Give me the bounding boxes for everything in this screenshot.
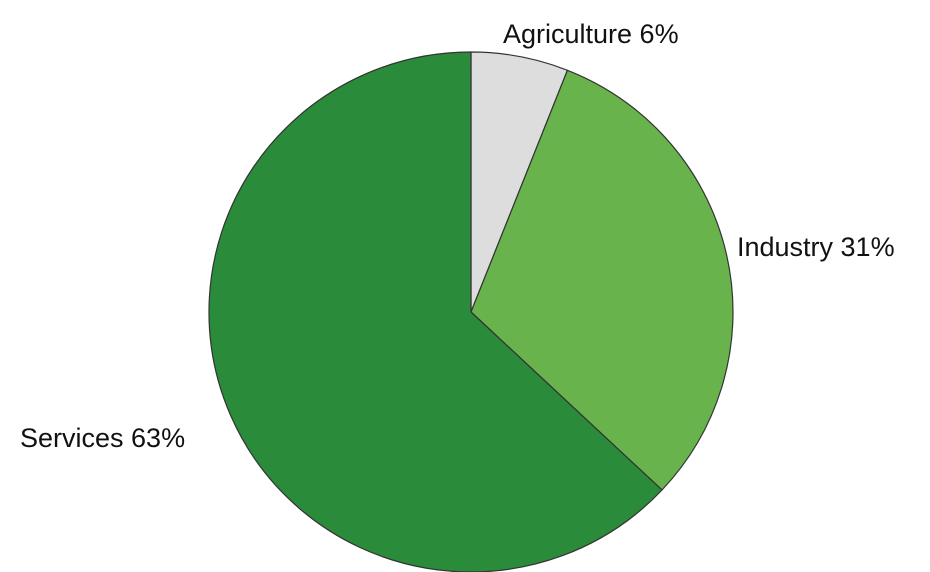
pie-slice-industry [470,69,734,491]
slice-label-industry: Industry 31% [737,232,895,262]
slice-label-services: Services 63% [20,423,185,453]
slice-label-agriculture: Agriculture 6% [503,19,679,49]
pie-slice-services [208,51,663,572]
pie-labels: Agriculture 6% Industry 31% Services 63% [20,19,895,453]
pie-slices [208,51,734,572]
